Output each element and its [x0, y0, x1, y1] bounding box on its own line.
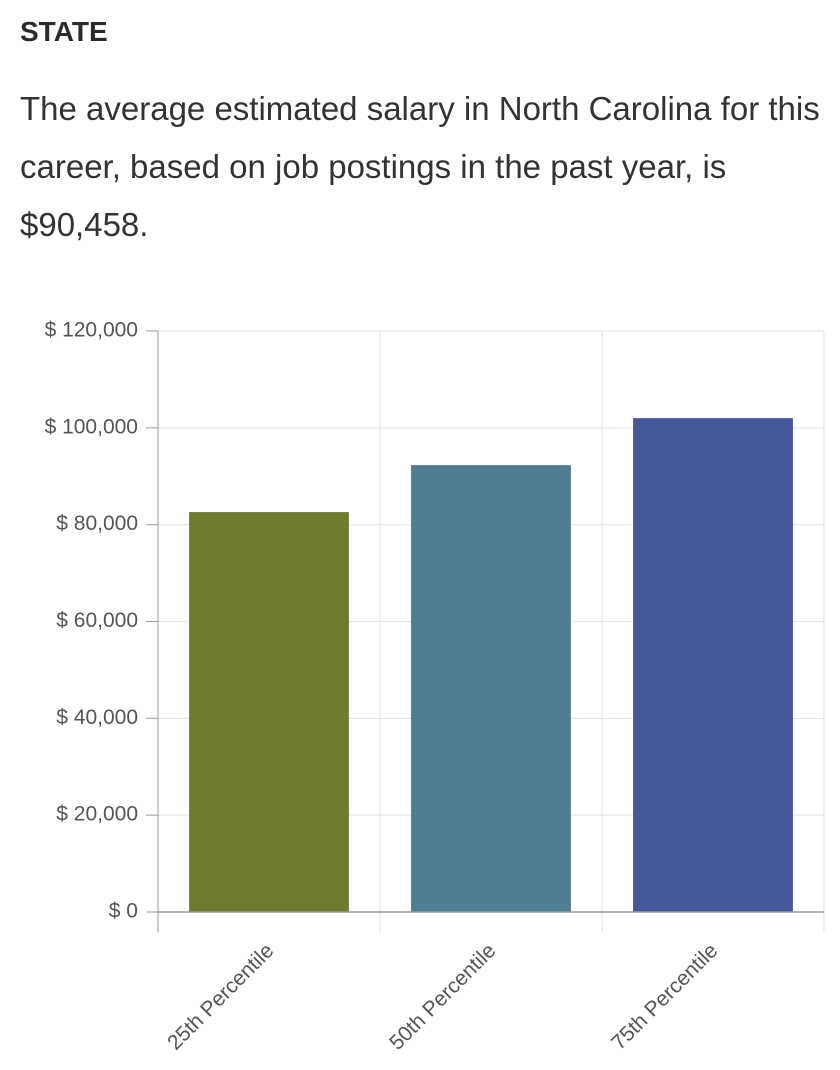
- y-tick-label: $ 0: [109, 900, 138, 923]
- x-tick-label: 25th Percentile: [163, 939, 278, 1054]
- x-tick-label: 75th Percentile: [607, 939, 722, 1054]
- y-tick-label: $ 80,000: [56, 512, 138, 535]
- bar: [189, 512, 349, 912]
- x-tick-label: 50th Percentile: [385, 939, 500, 1054]
- y-tick-label: $ 100,000: [45, 415, 138, 438]
- y-tick-label: $ 60,000: [56, 609, 138, 632]
- section-label: STATE: [20, 16, 108, 47]
- y-tick-label: $ 20,000: [56, 803, 138, 826]
- description: The average estimated salary in North Ca…: [20, 90, 820, 243]
- bar: [411, 465, 571, 912]
- bar: [633, 418, 793, 912]
- y-tick-label: $ 120,000: [45, 319, 138, 342]
- y-tick-label: $ 40,000: [56, 706, 138, 729]
